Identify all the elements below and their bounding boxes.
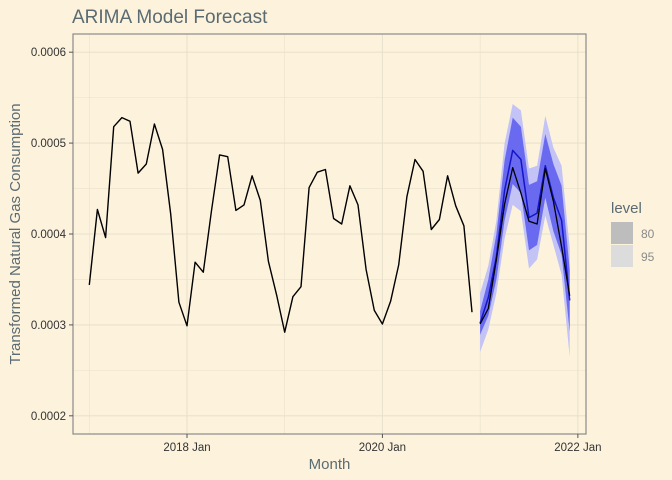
x-axis-ticks: 2018 Jan 2020 Jan 2022 Jan: [163, 434, 602, 454]
plot-panel: [72, 33, 587, 435]
x-tick-label: 2022 Jan: [554, 442, 601, 454]
y-tick-label: 0.0005: [31, 138, 66, 150]
y-axis-ticks: 0.0002 0.0003 0.0004 0.0005 0.0006: [31, 47, 73, 423]
y-tick-label: 0.0002: [31, 411, 66, 423]
y-tick-label: 0.0004: [31, 229, 67, 241]
legend-label-95: 95: [641, 250, 655, 264]
legend-label-80: 80: [641, 227, 655, 241]
y-tick-label: 0.0003: [31, 320, 66, 332]
y-axis-title: Transformed Natural Gas Consumption: [7, 103, 24, 364]
actual-overlay-line: [479, 166, 571, 325]
legend-swatch-95: [611, 245, 633, 267]
x-tick-label: 2018 Jan: [163, 442, 210, 454]
series-lines: [88, 116, 571, 333]
grid-lines: [73, 34, 586, 434]
legend-swatch-80: [611, 222, 633, 244]
x-tick-label: 2020 Jan: [359, 442, 406, 454]
legend-title: level: [611, 200, 642, 217]
forecast-mean-line: [479, 149, 571, 324]
chart-title: ARIMA Model Forecast: [72, 7, 268, 28]
x-axis-title: Month: [309, 456, 351, 473]
y-tick-label: 0.0006: [31, 47, 66, 59]
history-line: [88, 116, 473, 333]
legend: level 80 95: [611, 200, 655, 267]
